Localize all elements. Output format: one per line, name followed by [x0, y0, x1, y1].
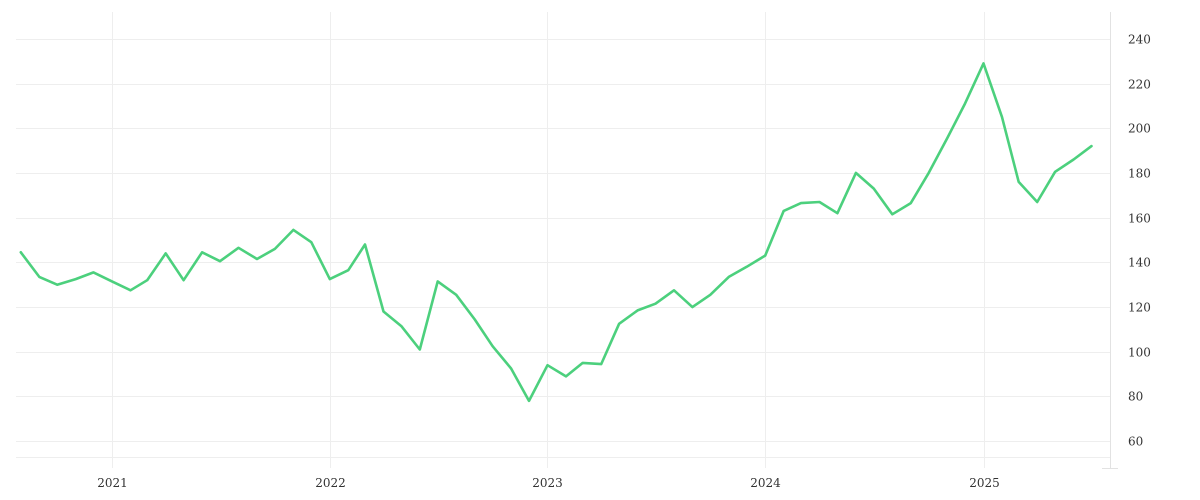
y-gridlines	[16, 39, 1110, 458]
series-layer	[19, 62, 1093, 403]
y-tick-label: 240	[1128, 33, 1151, 47]
y-tick-label: 200	[1128, 122, 1151, 136]
x-tick-label: 2023	[532, 476, 563, 490]
x-tick-label: 2024	[750, 476, 781, 490]
y-tick-label: 120	[1128, 301, 1151, 315]
series-line	[19, 62, 1093, 403]
y-tick-label: 160	[1128, 212, 1151, 226]
y-tick-label: 140	[1128, 256, 1151, 270]
y-tick-label: 100	[1128, 346, 1151, 360]
y-tick-label: 80	[1128, 390, 1143, 404]
x-gridlines	[112, 12, 985, 468]
y-tick-label: 60	[1128, 435, 1143, 449]
x-tick-labels: 2021 2022 2023 2024 2025	[97, 476, 1000, 490]
x-tick-label: 2021	[97, 476, 128, 490]
y-tick-label: 220	[1128, 78, 1151, 92]
x-tick-label: 2022	[315, 476, 346, 490]
x-tick-label: 2025	[969, 476, 1000, 490]
y-tick-label: 180	[1128, 167, 1151, 181]
y-tick-labels: 60 80 100 120 140 160 180 200 220 240	[1128, 33, 1151, 449]
